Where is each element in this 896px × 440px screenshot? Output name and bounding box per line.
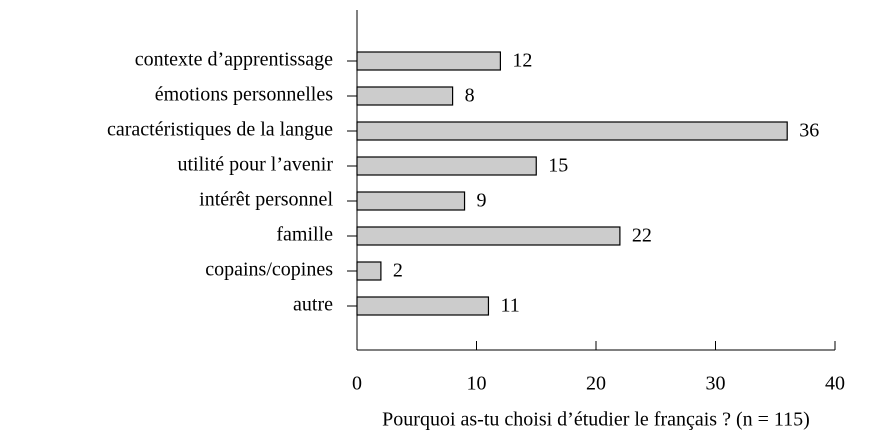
x-tick-label: 40: [825, 373, 845, 395]
y-tick-label: émotions personnelles: [155, 84, 334, 106]
data-label: 9: [477, 190, 487, 212]
y-tick-label: contexte d’apprentissage: [135, 49, 333, 71]
bar: [356, 191, 466, 211]
data-label: 2: [393, 260, 403, 282]
data-label: 36: [799, 120, 819, 142]
bar: [356, 156, 537, 176]
y-tick-label: caractéristiques de la langue: [107, 119, 333, 141]
bar: [356, 226, 621, 246]
x-tick-label: 20: [586, 373, 606, 395]
x-tick-label: 30: [706, 373, 726, 395]
bar: [356, 51, 501, 71]
bar: [356, 261, 382, 281]
y-tick-label: autre: [293, 294, 333, 316]
y-tick-label: intérêt personnel: [199, 189, 333, 211]
data-label: 12: [512, 50, 532, 72]
data-label: 11: [500, 295, 519, 317]
bar: [356, 86, 454, 106]
y-tick-label: copains/copines: [205, 259, 333, 281]
bar: [356, 296, 490, 316]
data-label: 22: [632, 225, 652, 247]
data-label: 15: [548, 155, 568, 177]
x-tick-label: 10: [467, 373, 487, 395]
y-tick-label: famille: [276, 224, 333, 246]
x-axis-label: Pourquoi as-tu choisi d’étudier le franç…: [382, 409, 810, 431]
x-tick-label: 0: [352, 373, 362, 395]
data-label: 8: [465, 85, 475, 107]
bar: [356, 121, 788, 141]
y-tick-label: utilité pour l’avenir: [177, 154, 333, 176]
